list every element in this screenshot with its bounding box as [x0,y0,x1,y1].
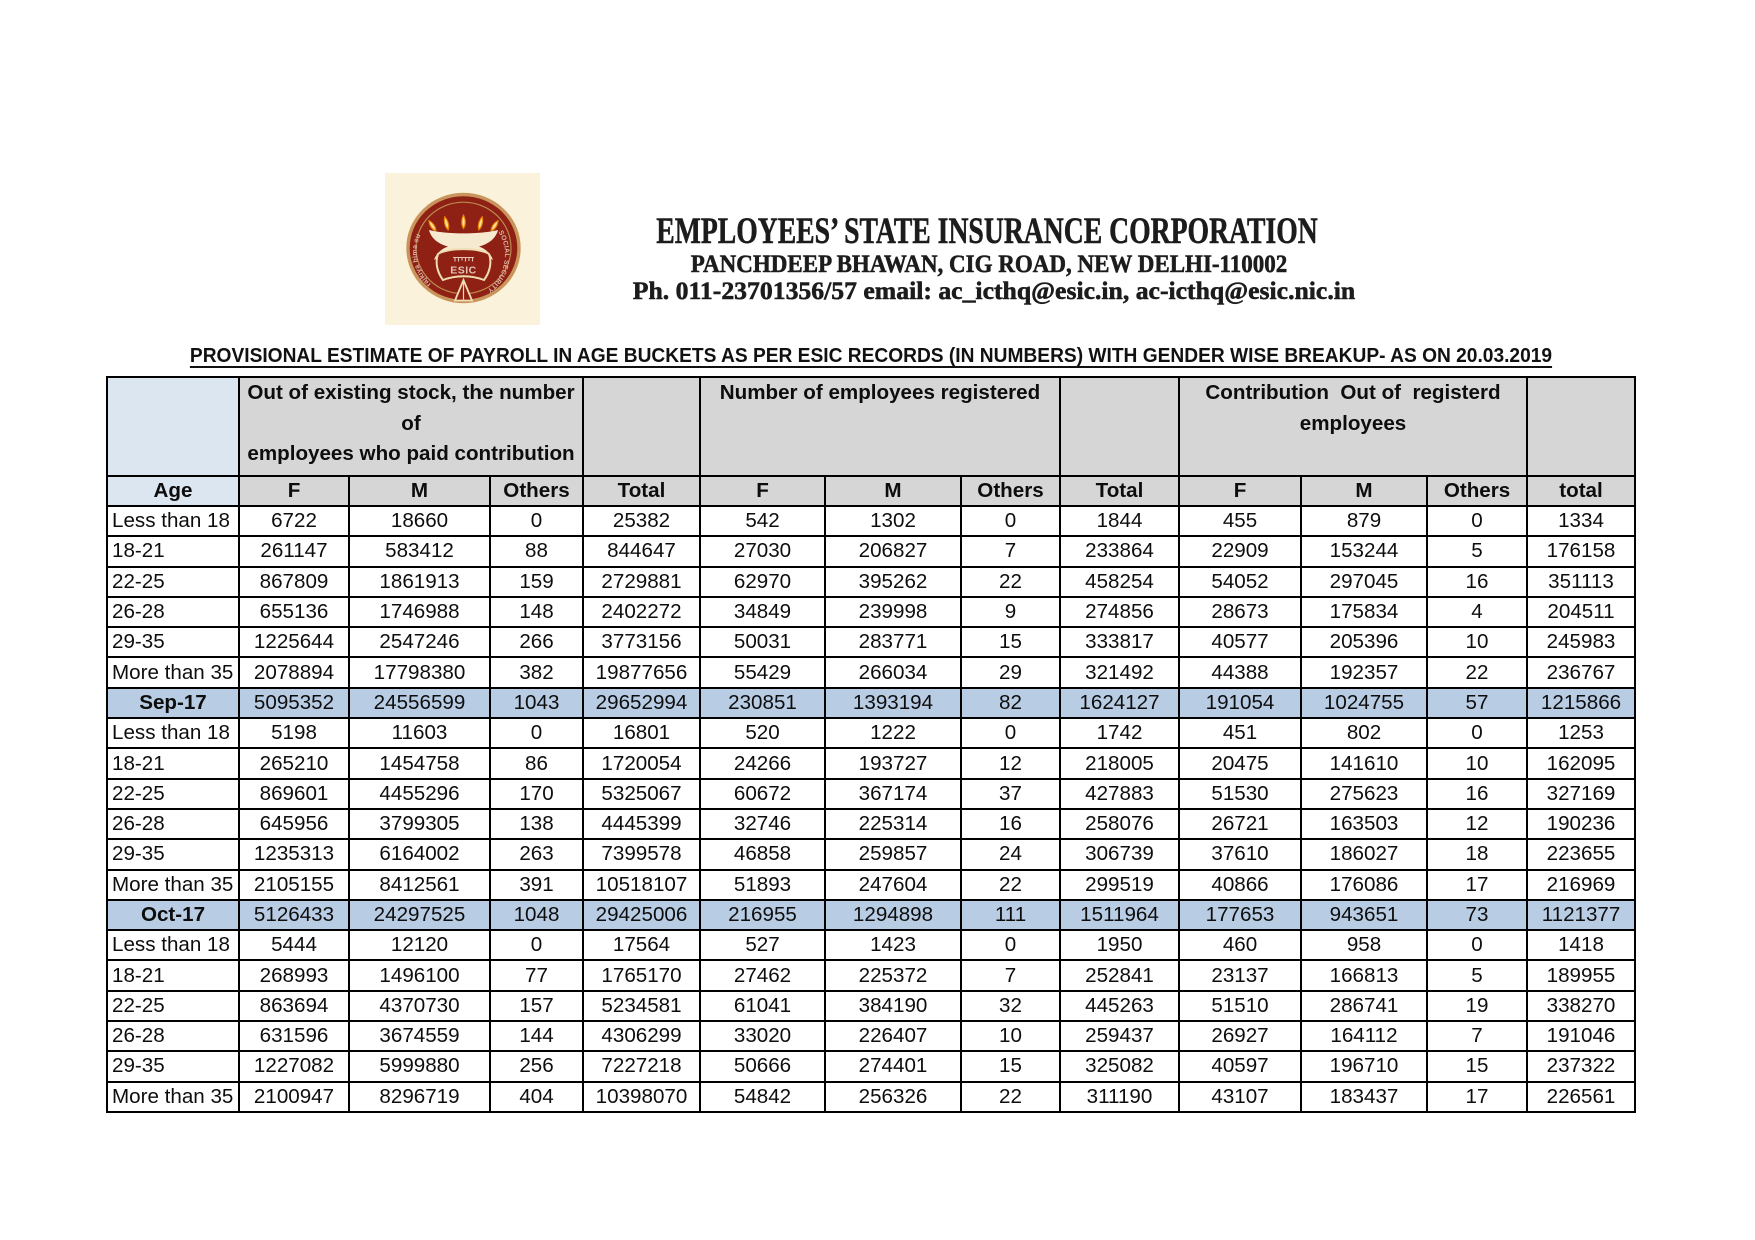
svg-text:ESIC: ESIC [450,265,477,277]
